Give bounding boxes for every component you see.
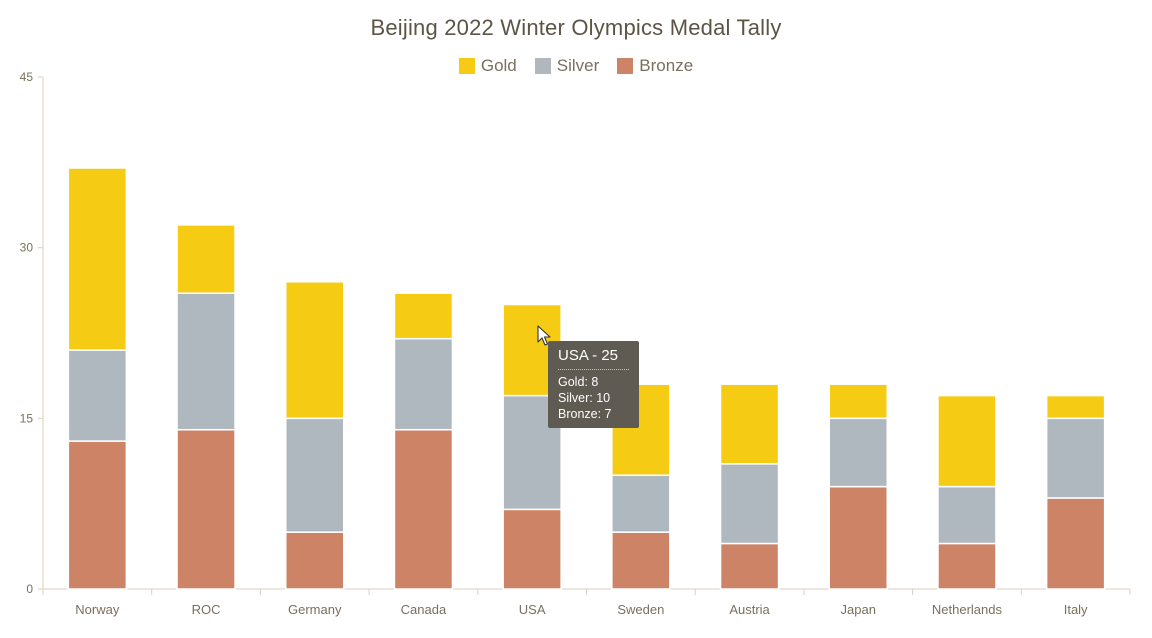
bar-bronze-norway[interactable] [67, 440, 128, 590]
bar-bronze-canada[interactable] [393, 428, 454, 590]
legend-label-silver: Silver [556, 56, 600, 75]
bar-silver-sweden[interactable] [611, 474, 671, 533]
bar-gold-japan[interactable] [828, 383, 888, 420]
legend-label-gold: Gold [480, 56, 517, 75]
bar-silver-roc[interactable] [176, 292, 236, 431]
x-tick-label: USA [519, 602, 546, 617]
tooltip: USA - 25 Gold: 8 Silver: 10 Bronze: 7 [548, 341, 639, 428]
legend-label-bronze: Bronze [639, 56, 694, 75]
bar-bronze-germany[interactable] [285, 531, 345, 590]
bar-gold-italy[interactable] [1045, 394, 1106, 420]
x-tick-label: Italy [1064, 602, 1088, 617]
y-tick-label: 0 [26, 582, 33, 596]
bar-silver-netherlands[interactable] [937, 485, 997, 545]
tooltip-title: USA - 25 [558, 347, 619, 364]
bar-silver-norway[interactable] [67, 349, 128, 442]
x-tick-label: Japan [841, 602, 876, 617]
mouse-pointer-icon [537, 325, 551, 346]
bar-gold-roc[interactable] [176, 224, 236, 294]
x-tick-label: Sweden [617, 602, 664, 617]
x-tick-label: Germany [288, 602, 342, 617]
legend-item-bronze[interactable]: Bronze [617, 56, 693, 76]
bar-silver-germany[interactable] [285, 417, 345, 533]
bar-silver-canada[interactable] [393, 337, 454, 431]
bar-bronze-roc[interactable] [176, 428, 236, 590]
y-tick-label: 15 [20, 411, 34, 425]
bar-silver-italy[interactable] [1045, 417, 1106, 499]
x-tick-label: ROC [192, 602, 221, 617]
x-tick-label: Canada [401, 602, 447, 617]
chart-legend: Gold Silver Bronze [0, 56, 1152, 76]
x-tick-label: Norway [75, 602, 120, 617]
bar-bronze-japan[interactable] [828, 485, 888, 590]
x-tick-label: Netherlands [932, 602, 1003, 617]
tooltip-separator [558, 369, 629, 370]
legend-item-silver[interactable]: Silver [534, 56, 600, 76]
tooltip-bronze: Bronze: 7 [558, 407, 612, 421]
bar-gold-germany[interactable] [285, 281, 345, 420]
tooltip-gold: Gold: 8 [558, 375, 599, 389]
legend-swatch-bronze [617, 58, 634, 74]
bar-silver-austria[interactable] [719, 463, 780, 545]
bar-bronze-italy[interactable] [1045, 497, 1106, 590]
bar-gold-austria[interactable] [719, 383, 780, 465]
bar-bronze-sweden[interactable] [611, 531, 671, 590]
legend-swatch-silver [534, 58, 551, 74]
y-tick-label: 45 [20, 70, 34, 84]
legend-swatch-gold [458, 58, 475, 74]
x-tick-label: Austria [729, 602, 770, 617]
tooltip-silver: Silver: 10 [558, 391, 611, 405]
bar-gold-canada[interactable] [393, 292, 454, 340]
legend-item-gold[interactable]: Gold [458, 56, 517, 76]
y-tick-label: 30 [20, 241, 34, 255]
bar-gold-norway[interactable] [67, 167, 128, 351]
chart-title: Beijing 2022 Winter Olympics Medal Tally [370, 15, 782, 40]
bar-bronze-usa[interactable] [502, 508, 562, 590]
bar-gold-netherlands[interactable] [937, 394, 997, 488]
bar-bronze-netherlands[interactable] [937, 542, 997, 590]
bar-silver-japan[interactable] [828, 417, 888, 488]
bar-bronze-austria[interactable] [719, 542, 780, 590]
